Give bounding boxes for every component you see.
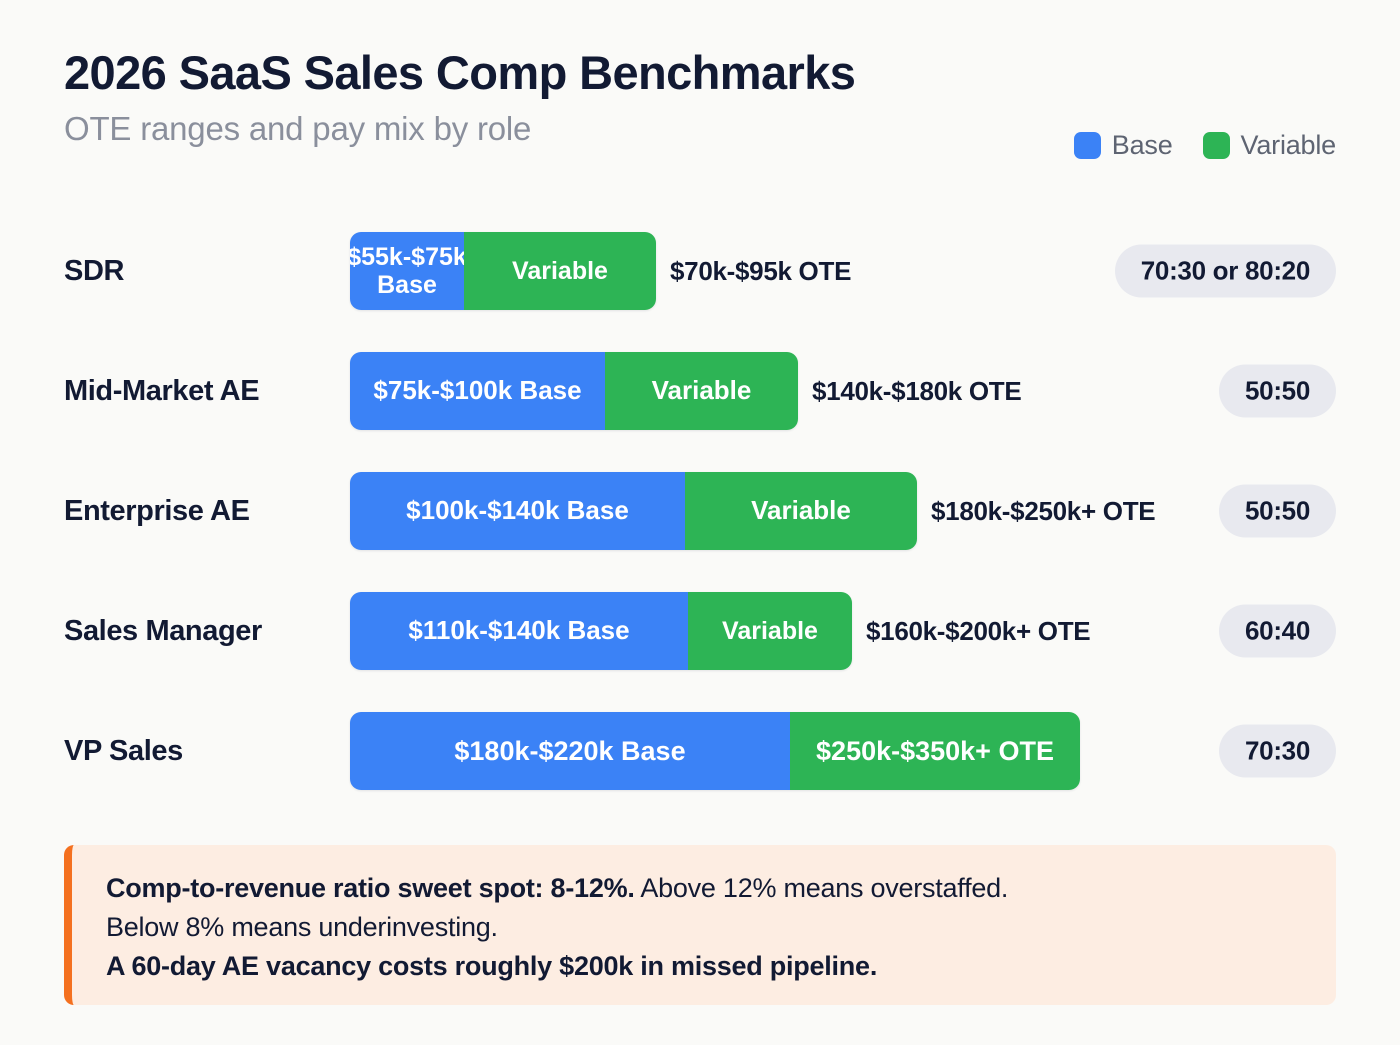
bar-segment-base: $110k-$140k Base <box>350 592 688 670</box>
table-row: Sales Manager $110k-$140k Base Variable … <box>0 592 1400 670</box>
status-badge: 50:50 <box>1219 364 1336 418</box>
role-label: Mid-Market AE <box>64 374 260 407</box>
table-row: SDR $55k-$75k Base Variable $70k-$95k OT… <box>0 232 1400 310</box>
bar-segment-variable: Variable <box>688 592 852 670</box>
page-title: 2026 SaaS Sales Comp Benchmarks <box>64 46 856 99</box>
callout-line-3: A 60-day AE vacancy costs roughly $200k … <box>106 947 1302 986</box>
legend-label-variable: Variable <box>1240 130 1337 160</box>
role-label: Sales Manager <box>64 614 262 647</box>
legend-label-base: Base <box>1111 130 1173 160</box>
bar-segment-variable: Variable <box>685 472 917 550</box>
pay-mix-bar: $100k-$140k Base Variable <box>350 472 917 550</box>
pay-mix-bar: $180k-$220k Base $250k-$350k+ OTE <box>350 712 1080 790</box>
pay-mix-bar: $75k-$100k Base Variable <box>350 352 798 430</box>
role-label: Enterprise AE <box>64 494 250 527</box>
table-row: Enterprise AE $100k-$140k Base Variable … <box>0 472 1400 550</box>
ote-label: $180k-$250k+ OTE <box>931 495 1156 526</box>
pay-mix-bar: $110k-$140k Base Variable <box>350 592 852 670</box>
header: 2026 SaaS Sales Comp Benchmarks OTE rang… <box>64 46 1336 178</box>
legend-swatch-variable-icon <box>1202 132 1230 159</box>
bar-segment-base: $55k-$75k Base <box>350 232 467 310</box>
pay-mix-bar: $55k-$75k Base Variable <box>350 232 656 310</box>
callout-line-1-rest: Above 12% means overstaffed. <box>634 873 1009 903</box>
callout-line-3-text: A 60-day AE vacancy costs roughly $200k … <box>106 951 878 982</box>
role-label: SDR <box>64 254 125 287</box>
bar-segment-base: $100k-$140k Base <box>350 472 685 550</box>
table-row: Mid-Market AE $75k-$100k Base Variable $… <box>0 352 1400 430</box>
page-subtitle: OTE ranges and pay mix by role <box>64 109 532 147</box>
legend-swatch-base-icon <box>1073 132 1101 159</box>
bar-segment-base: $180k-$220k Base <box>350 712 790 790</box>
legend-item-variable: Variable <box>1202 130 1337 161</box>
callout-panel: Comp-to-revenue ratio sweet spot: 8-12%.… <box>64 845 1336 1005</box>
status-badge: 70:30 or 80:20 <box>1114 244 1336 298</box>
ote-label: $160k-$200k+ OTE <box>866 615 1091 646</box>
chart-legend: Base Variable <box>1073 130 1337 161</box>
status-badge: 50:50 <box>1219 484 1336 538</box>
ote-label: $140k-$180k OTE <box>812 375 1022 406</box>
bar-segment-variable: $250k-$350k+ OTE <box>790 712 1080 790</box>
table-row: VP Sales $180k-$220k Base $250k-$350k+ O… <box>0 712 1400 790</box>
callout-line-1: Comp-to-revenue ratio sweet spot: 8-12%.… <box>106 869 1302 908</box>
callout-line-2-text: Below 8% means underinvesting. <box>106 912 498 943</box>
bar-segment-base: $75k-$100k Base <box>350 352 605 430</box>
bar-segment-variable: Variable <box>464 232 656 310</box>
bar-segment-variable: Variable <box>605 352 798 430</box>
legend-item-base: Base <box>1073 130 1173 161</box>
status-badge: 60:40 <box>1219 604 1336 658</box>
status-badge: 70:30 <box>1219 724 1336 778</box>
callout-line-1-bold: Comp-to-revenue ratio sweet spot: 8-12%. <box>106 873 635 903</box>
callout-line-2: Below 8% means underinvesting. <box>106 908 1302 947</box>
role-label: VP Sales <box>64 734 183 767</box>
ote-label: $70k-$95k OTE <box>670 255 852 286</box>
